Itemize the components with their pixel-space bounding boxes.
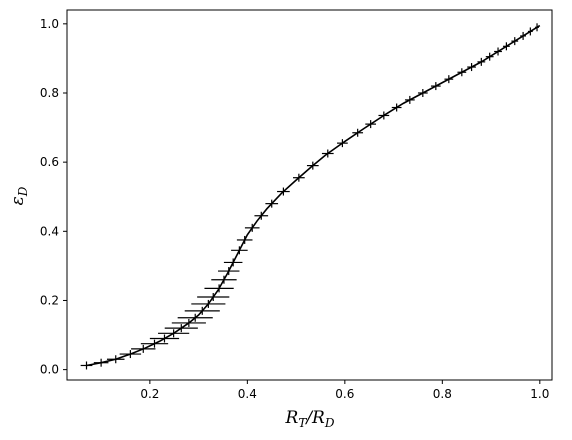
y-tick-label: 0.0 [40,363,59,377]
error-bar [477,57,486,66]
y-tick-label: 0.8 [40,86,59,100]
error-bar [140,339,169,348]
error-bar [184,306,220,315]
error-bar [231,246,248,255]
error-bar [254,211,269,220]
y-tick-label: 0.4 [40,224,59,238]
error-bar [244,223,260,232]
error-bar [171,318,206,327]
error-bar [444,75,454,84]
error-bar [352,128,364,137]
error-bar [321,149,334,158]
error-bar [337,139,348,148]
error-bar [197,293,230,302]
error-bar [236,235,253,244]
error-bar [131,344,156,353]
error-bar [164,324,198,333]
error-bar [106,355,125,364]
error-bar [520,31,527,40]
error-bar [404,95,415,104]
plot-frame [66,9,553,381]
error-bar [502,42,510,51]
error-bar [511,37,519,46]
error-bar [391,103,402,112]
axis-ticks: 0.2 0.4 0.6 0.8 1.0 0.0 0.2 0.4 0.6 0.8 1.0 [40,17,549,401]
error-bar [218,267,240,276]
x-tick-label: 0.2 [140,387,159,401]
error-bar [177,313,213,322]
y-tick-label: 0.2 [40,293,59,307]
y-axis-label: εD [8,186,30,205]
error-bar [494,47,502,56]
x-tick-label: 1.0 [530,387,549,401]
error-bar [430,82,441,91]
error-bar [149,334,180,343]
x-tick-label: 0.8 [433,387,452,401]
error-bar [306,161,319,170]
error-bar [378,111,390,120]
y-tick-label: 1.0 [40,17,59,31]
x-axis-label: RT/RD [285,408,335,430]
error-bar [158,329,190,338]
series-line [86,24,541,367]
error-bar [265,199,279,208]
error-bar [457,68,467,77]
error-bar [277,187,290,196]
error-bar [119,350,142,359]
chart-marks [80,23,541,370]
error-bar [223,258,243,267]
error-bar [191,299,226,308]
error-bar [80,361,93,370]
error-bar [204,284,234,293]
error-bar [535,23,539,32]
error-bar [485,52,494,61]
x-tick-label: 0.4 [238,387,257,401]
error-bar [527,27,533,36]
error-bar [365,120,377,129]
y-tick-label: 0.6 [40,155,59,169]
x-tick-label: 0.6 [335,387,354,401]
error-bar [417,88,428,97]
error-bar [467,63,476,72]
error-bar [211,275,237,284]
error-bar [293,173,305,182]
error-bar [93,358,109,367]
